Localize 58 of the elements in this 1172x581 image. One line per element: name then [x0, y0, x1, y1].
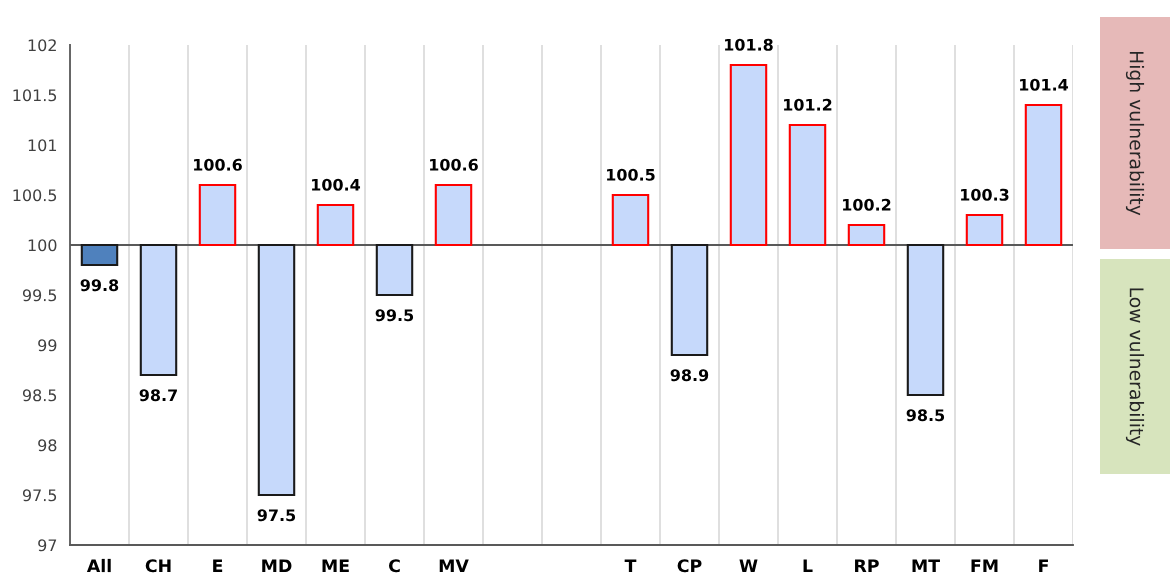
bar — [139, 243, 178, 377]
y-tick-label: 98.5 — [22, 389, 57, 402]
data-label: 100.6 — [194, 158, 242, 171]
data-label: 101.8 — [725, 38, 773, 51]
x-tick-label: MD — [262, 559, 292, 573]
data-label: 97.5 — [257, 509, 296, 522]
y-tick-label: 102 — [28, 39, 56, 52]
x-tick-label: E — [213, 559, 223, 573]
x-tick-label: ME — [322, 559, 349, 573]
data-label: 99.5 — [375, 309, 414, 322]
bar — [316, 203, 355, 247]
data-label: 100.6 — [430, 158, 478, 171]
text: Low vulnerability — [1125, 288, 1145, 446]
x-tick-label: W — [739, 559, 758, 573]
y-tick-label: 100.5 — [13, 189, 57, 202]
bar — [80, 243, 119, 267]
y-tick-label: 101 — [28, 139, 57, 152]
data-label: 100.4 — [312, 178, 361, 191]
data-label: 98.5 — [906, 409, 945, 422]
x-tick-label: MT — [912, 559, 940, 573]
bar — [906, 243, 945, 397]
bar — [375, 243, 414, 297]
x-tick-label: RP — [855, 559, 879, 573]
bar — [198, 183, 237, 247]
bar — [434, 183, 473, 247]
x-tick-label: MV — [439, 559, 469, 573]
bar — [965, 213, 1004, 247]
data-label: 100.2 — [843, 198, 891, 211]
x-tick-label: F — [1039, 559, 1048, 573]
x-tick-label: T — [624, 559, 637, 573]
text: High vulnerability — [1125, 51, 1145, 216]
y-tick-label: 101.5 — [13, 89, 57, 102]
data-label: 100.3 — [961, 188, 1009, 201]
data-label: 100.5 — [607, 168, 655, 181]
x-tick-label: C — [388, 559, 400, 573]
bar — [729, 63, 768, 247]
y-tick-label: 99 — [38, 339, 57, 352]
bar — [670, 243, 709, 357]
data-label: 98.7 — [139, 389, 177, 402]
y-tick-label: 98 — [38, 439, 57, 452]
data-label: 98.9 — [670, 369, 709, 382]
y-tick-label: 97 — [38, 539, 57, 552]
data-label: 101.4 — [1020, 78, 1069, 91]
y-tick-label: 100 — [28, 239, 57, 252]
bar — [611, 193, 650, 247]
x-tick-label: L — [803, 559, 813, 573]
x-tick-label: CH — [145, 559, 171, 573]
y-tick-label: 97.5 — [22, 489, 57, 502]
y-tick-label: 99.5 — [22, 289, 57, 302]
data-label: 99.8 — [80, 279, 119, 292]
x-tick-label: CP — [677, 559, 702, 573]
bar — [847, 223, 886, 247]
bar — [1024, 103, 1063, 247]
bar — [257, 243, 296, 497]
data-label: 101.2 — [784, 98, 832, 111]
bar — [788, 123, 827, 247]
x-tick-label: All — [86, 558, 111, 573]
x-tick-label: FM — [971, 559, 998, 573]
